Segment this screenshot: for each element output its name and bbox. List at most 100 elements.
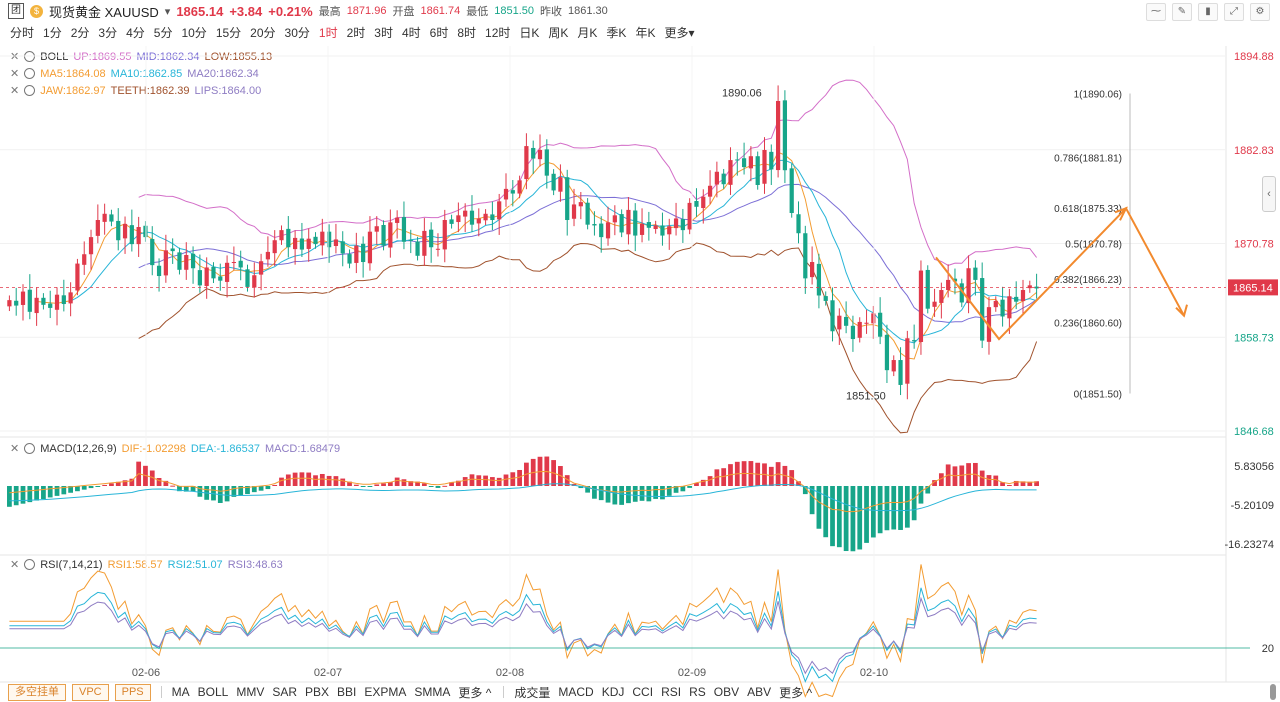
period-tab-10[interactable]: 1时 [318, 25, 338, 40]
app-logo: 团 [8, 3, 24, 19]
sub-indicator-7[interactable]: ABV [747, 685, 772, 699]
symbol-name[interactable]: 现货黄金 XAUUSD [49, 4, 159, 20]
period-tab-22[interactable]: 更多▾ [664, 25, 695, 40]
sub-indicator-4[interactable]: RSI [661, 685, 682, 699]
candle-body [558, 177, 563, 192]
period-tab-19[interactable]: 月K [577, 25, 598, 40]
prev-close-value: 1861.30 [567, 5, 608, 17]
main-indicator-2[interactable]: MMV [236, 685, 265, 699]
footer-box-0[interactable]: 多空挂单 [8, 683, 66, 701]
macd-histogram-bar [490, 477, 495, 486]
candle-body [20, 291, 26, 305]
period-tab-5[interactable]: 5分 [153, 25, 173, 40]
period-tab-9[interactable]: 30分 [284, 25, 310, 40]
footer-box-1[interactable]: VPC [72, 683, 109, 701]
candle-body [401, 217, 407, 242]
period-tab-7[interactable]: 15分 [215, 25, 242, 40]
main-indicator-0[interactable]: MA [171, 685, 190, 699]
candle-body [190, 253, 196, 269]
candle-body [646, 222, 651, 228]
eye-icon[interactable] [24, 68, 36, 79]
eye-icon[interactable] [24, 559, 36, 570]
macd-histogram-bar [598, 486, 604, 501]
eye-icon[interactable] [24, 443, 36, 454]
period-tab-21[interactable]: 年K [635, 25, 656, 40]
period-tab-3[interactable]: 3分 [98, 25, 118, 40]
period-tab-14[interactable]: 6时 [429, 25, 449, 40]
period-tab-2[interactable]: 2分 [70, 25, 90, 40]
sub-indicator-1[interactable]: MACD [558, 685, 594, 699]
price-change-pct: +0.21% [268, 3, 313, 19]
macd-histogram-bar [279, 477, 284, 486]
candle-body [429, 229, 434, 248]
eye-icon[interactable] [24, 85, 36, 96]
sub-indicator-6[interactable]: OBV [713, 685, 740, 699]
candle-style-icon[interactable]: ▮ [1198, 3, 1218, 21]
close-icon[interactable]: ✕ [10, 85, 20, 97]
draw-pen-icon[interactable]: ✎ [1172, 3, 1192, 21]
candle-body [796, 214, 801, 234]
period-tab-17[interactable]: 日K [519, 25, 540, 40]
current-price-tag [1228, 279, 1278, 296]
period-tab-18[interactable]: 周K [548, 25, 569, 40]
main-indicator-7[interactable]: SMMA [414, 685, 451, 699]
sub-indicator-2[interactable]: KDJ [601, 685, 625, 699]
candle-body [966, 268, 971, 304]
close-icon[interactable]: ✕ [10, 68, 20, 80]
line-chart-icon[interactable]: ⁓ [1146, 3, 1166, 21]
macd-histogram-bar [605, 486, 611, 503]
footer-box-2[interactable]: PPS [114, 683, 151, 701]
chevron-down-icon[interactable]: ▾ [164, 5, 171, 18]
collapse-panel-button[interactable]: ‹ [1262, 176, 1276, 212]
main-indicator-3[interactable]: SAR [272, 685, 298, 699]
fullscreen-icon[interactable]: ⤢ [1224, 3, 1244, 21]
macd-histogram-bar [1013, 480, 1019, 486]
period-tab-0[interactable]: 分时 [10, 25, 35, 40]
period-tab-1[interactable]: 1分 [43, 25, 62, 40]
candle-body [163, 250, 168, 276]
candle-body [1014, 296, 1019, 302]
period-tab-6[interactable]: 10分 [181, 25, 207, 40]
sub-indicator-0[interactable]: 成交量 [514, 685, 551, 700]
macd-histogram-bar [592, 486, 597, 499]
main-indicator-4[interactable]: PBX [305, 685, 330, 699]
candle-body [150, 238, 155, 266]
settings-icon[interactable]: ⚙ [1250, 3, 1270, 21]
close-icon[interactable]: ✕ [10, 443, 20, 455]
candle-body [61, 295, 66, 305]
main-indicator-1[interactable]: BOLL [197, 685, 229, 699]
macd-histogram-bar [687, 486, 693, 488]
rsi-legend: ✕ RSI(7,14,21) RSI1:58.57 RSI2:51.07 RSI… [10, 558, 283, 572]
candle-body [361, 243, 366, 263]
macd-histogram-bar [843, 486, 849, 552]
main-indicator-6[interactable]: EXPMA [364, 685, 407, 699]
macd-histogram-bar [353, 484, 359, 486]
close-icon[interactable]: ✕ [10, 51, 20, 63]
period-tab-15[interactable]: 8时 [457, 25, 477, 40]
candle-body [1007, 296, 1012, 319]
sub-indicator-8[interactable]: 更多 ^ [779, 685, 813, 700]
main-indicator-8[interactable]: 更多 ^ [458, 685, 492, 700]
macd-histogram-bar [653, 486, 659, 499]
scrollbar[interactable] [1270, 684, 1276, 700]
period-tab-20[interactable]: 季K [606, 25, 627, 40]
candle-body [88, 237, 94, 255]
candle-body [116, 220, 121, 241]
period-tab-11[interactable]: 2时 [346, 25, 366, 40]
period-tab-8[interactable]: 20分 [250, 25, 276, 40]
period-tab-13[interactable]: 4时 [401, 25, 421, 40]
sub-indicator-5[interactable]: RS [689, 685, 706, 699]
main-indicator-5[interactable]: BBI [337, 685, 357, 699]
candle-body [687, 202, 692, 230]
macd-histogram-bar [122, 480, 128, 486]
sub-indicator-3[interactable]: CCI [632, 685, 654, 699]
period-tab-12[interactable]: 3时 [374, 25, 393, 40]
lips-value: LIPS:1864.00 [194, 84, 262, 97]
candle-body [810, 262, 815, 278]
period-tab-16[interactable]: 12时 [485, 25, 511, 40]
period-tab-4[interactable]: 4分 [126, 25, 145, 40]
macd-histogram-bar [265, 486, 271, 490]
macd-y-tick: 5.83056 [1234, 461, 1274, 473]
close-icon[interactable]: ✕ [10, 559, 20, 571]
